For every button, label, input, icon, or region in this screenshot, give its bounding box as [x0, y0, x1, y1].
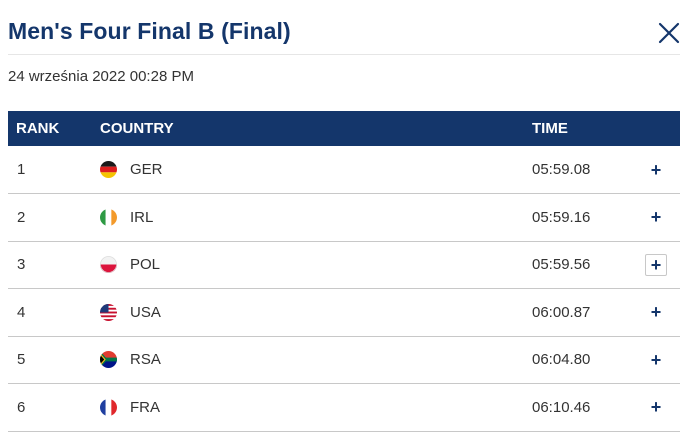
rank-cell: 4 [17, 303, 26, 321]
header-expand [632, 111, 680, 146]
time-cell: 05:59.16 [532, 208, 591, 226]
header-rank: RANK [16, 120, 60, 137]
flag-south-africa-icon [100, 351, 117, 369]
table-header-row: RANK COUNTRY TIME [8, 111, 680, 146]
country-code: GER [130, 161, 163, 178]
country-code: FRA [130, 398, 160, 416]
table-row: 5 RSA [8, 336, 680, 384]
expand-plus-icon[interactable]: + [645, 253, 667, 276]
rank-cell: 6 [17, 398, 26, 416]
country-code: IRL [130, 208, 154, 226]
country-cell: IRL [100, 194, 532, 242]
expand-cell: + [632, 384, 680, 432]
table-row: 3 POL 05:59.56 + [8, 241, 680, 289]
race-date: 24 września 2022 00:28 PM [8, 68, 194, 85]
flag-germany-icon [100, 161, 117, 178]
expand-plus-icon[interactable]: + [650, 302, 662, 323]
table-row: 6 FRA 06:10.46 + [8, 384, 680, 432]
expand-cell: + [632, 194, 680, 242]
country-code: POL [130, 256, 161, 274]
header-time: TIME [532, 120, 568, 137]
expand-plus-icon[interactable]: + [650, 159, 662, 180]
table-row: 1 GER 05:59.08 + [8, 146, 680, 194]
flag-france-icon [100, 398, 117, 416]
time-cell: 05:59.08 [532, 161, 591, 178]
rank-cell: 3 [17, 256, 26, 274]
time-cell: 06:00.87 [532, 303, 591, 321]
close-icon [658, 22, 680, 44]
header-divider [8, 54, 680, 55]
results-table: RANK COUNTRY TIME 1 GER 05:59.08 [8, 111, 680, 432]
table-row: 4 [8, 289, 680, 337]
expand-plus-icon[interactable]: + [650, 397, 662, 418]
expand-cell: + [632, 146, 680, 194]
expand-cell: + [632, 336, 680, 384]
flag-usa-icon [100, 303, 117, 321]
expand-cell: + [632, 289, 680, 337]
time-cell: 06:10.46 [532, 398, 591, 416]
time-cell: 06:04.80 [532, 351, 591, 369]
country-cell: USA [100, 289, 532, 337]
rank-cell: 1 [17, 161, 26, 178]
flag-ireland-icon [100, 208, 117, 226]
time-cell: 05:59.56 [532, 256, 591, 274]
modal-title: Men's Four Final B (Final) [8, 18, 291, 44]
country-cell: FRA [100, 384, 532, 432]
header-country: COUNTRY [100, 120, 174, 137]
country-cell: RSA [100, 336, 532, 384]
rank-cell: 2 [17, 208, 26, 226]
expand-cell: + [632, 241, 680, 289]
country-cell: POL [100, 241, 532, 289]
expand-plus-icon[interactable]: + [650, 349, 662, 370]
close-button[interactable] [656, 20, 682, 46]
country-code: RSA [130, 351, 161, 369]
rank-cell: 5 [17, 351, 26, 369]
country-code: USA [130, 303, 161, 321]
expand-plus-icon[interactable]: + [650, 207, 662, 228]
flag-poland-icon [100, 256, 117, 274]
table-row: 2 IRL 05:59.16 + [8, 194, 680, 242]
country-cell: GER [100, 146, 532, 194]
